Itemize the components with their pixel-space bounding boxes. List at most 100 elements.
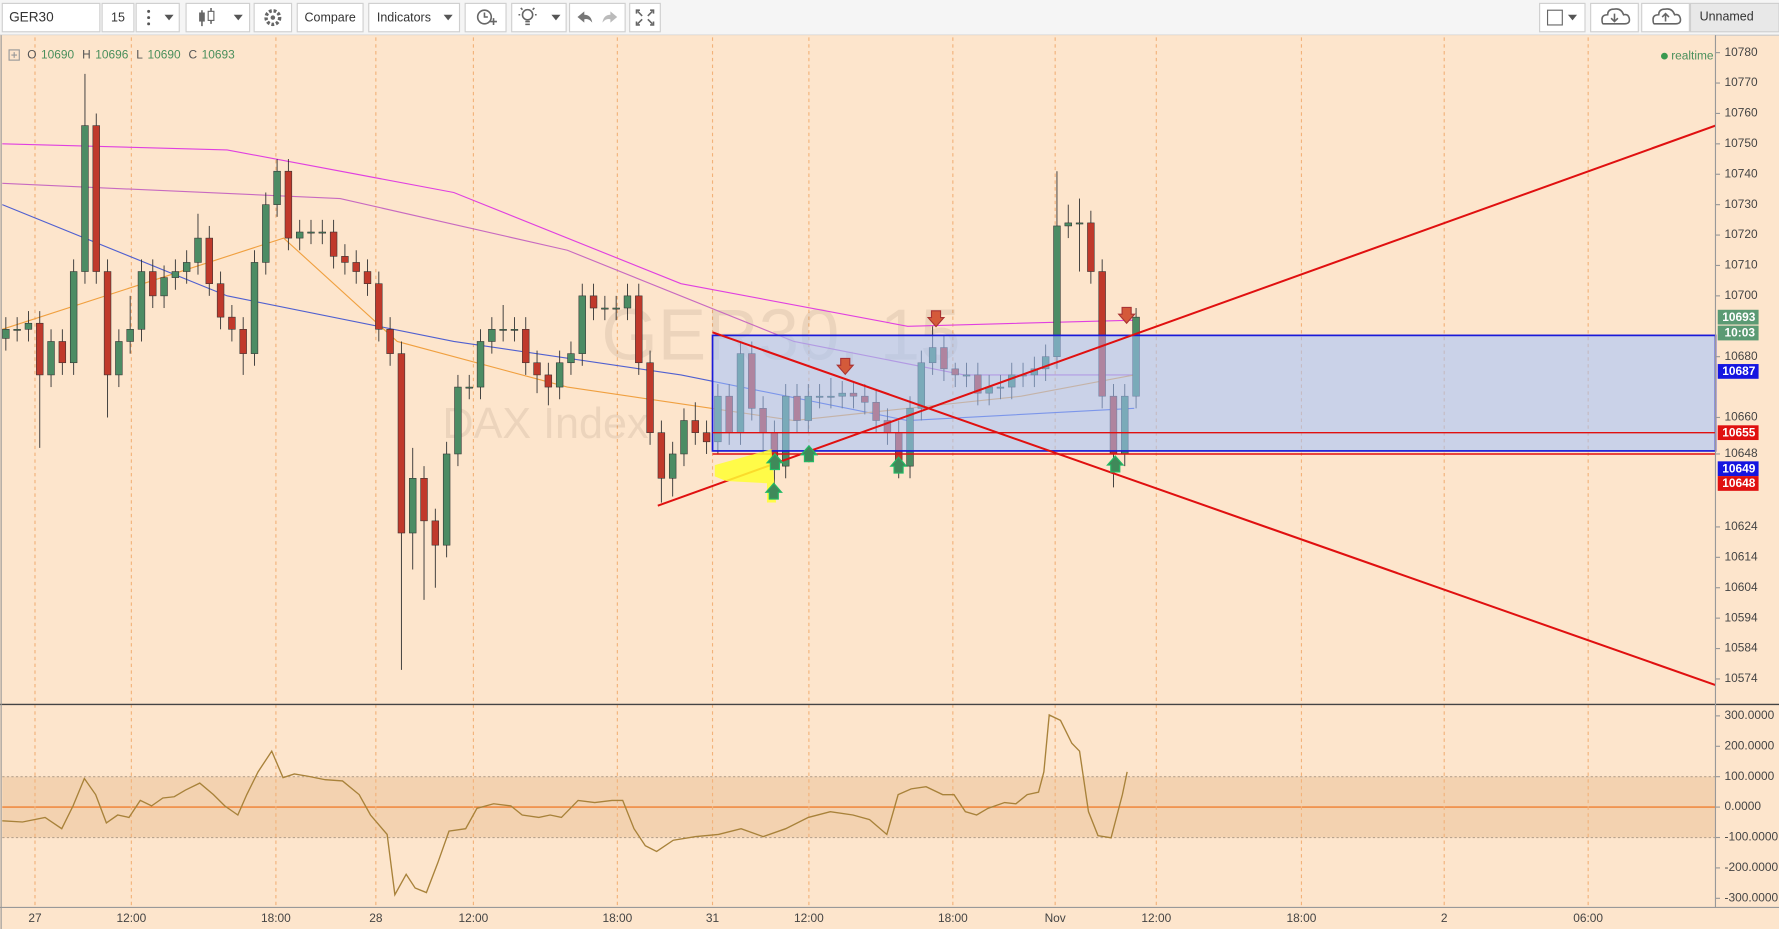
- time-label: 18:00: [1287, 911, 1317, 925]
- candle-body: [273, 170, 281, 205]
- candle-body: [465, 386, 473, 389]
- interval-menu[interactable]: [135, 2, 180, 33]
- y-tick-label: 10730: [1725, 197, 1758, 211]
- undo-redo[interactable]: [568, 2, 626, 33]
- candle-body: [47, 341, 55, 376]
- candle-body: [307, 231, 315, 234]
- time-label: 12:00: [458, 911, 488, 925]
- candle-body: [262, 204, 270, 263]
- y-tick-label: 10604: [1725, 580, 1758, 594]
- toolbar: GER30 15 Compare Indicators: [0, 0, 1779, 36]
- candle-body: [205, 237, 213, 284]
- fullscreen-icon: [635, 9, 655, 26]
- candle-body: [442, 453, 451, 546]
- y-tick-label: 10780: [1725, 45, 1758, 59]
- compare-button[interactable]: [296, 2, 364, 33]
- collapse-icon: [8, 49, 20, 61]
- time-label: 12:00: [116, 911, 146, 925]
- ohlc-value: 10690: [41, 48, 74, 62]
- candle-icon: [207, 10, 215, 21]
- y-tick-label: 10720: [1725, 227, 1758, 241]
- candle-body: [250, 262, 259, 354]
- candle-body: [160, 277, 168, 297]
- layout-name-button[interactable]: [1689, 2, 1779, 33]
- plot-area: GER30, 15DAX Index: [0, 35, 1717, 908]
- indicators-button[interactable]: [368, 2, 461, 33]
- candle-body: [115, 341, 123, 376]
- y-tick-label: 10584: [1725, 641, 1758, 655]
- hline-label: 10648: [1722, 476, 1755, 490]
- buy-arrow: [889, 456, 908, 474]
- fullscreen-button[interactable]: [629, 2, 661, 33]
- candle-body: [182, 262, 191, 272]
- interval: 15: [111, 10, 125, 24]
- sell-arrow: [1117, 306, 1136, 325]
- candle-body: [239, 329, 247, 354]
- collapse-icon: [11, 52, 18, 58]
- countdown: 10:03: [1725, 326, 1756, 340]
- dot: [147, 9, 151, 13]
- symbol-input[interactable]: [1, 2, 101, 33]
- trend-line: [657, 124, 1716, 507]
- cloud-up-icon: [1652, 8, 1682, 25]
- layout-name: Unnamed: [1700, 9, 1754, 23]
- candle-body: [1075, 222, 1084, 225]
- candle-body: [680, 420, 688, 455]
- cci-tick-label: 300.0000: [1725, 708, 1775, 722]
- time-label: 18:00: [602, 911, 632, 925]
- dropdown-arrow: [443, 14, 453, 21]
- candle-icon: [199, 12, 205, 22]
- y-tick-label: 10710: [1725, 258, 1758, 272]
- sell-arrow: [836, 357, 855, 376]
- time-label: 2: [1441, 911, 1448, 925]
- ohlc-value: 10696: [95, 48, 128, 62]
- candle-body: [363, 271, 372, 284]
- candle-body: [431, 520, 440, 546]
- y-tick-label: 10750: [1725, 136, 1758, 150]
- candle-body: [81, 125, 89, 272]
- candle-body: [567, 353, 575, 364]
- candle-body: [510, 329, 519, 331]
- candle-body: [612, 307, 620, 310]
- symbol: GER30: [9, 10, 54, 25]
- alert-icon: [476, 9, 493, 25]
- indicators-label: Indicators: [377, 10, 431, 24]
- hline-label: 10655: [1722, 425, 1755, 439]
- sell-arrow: [926, 310, 946, 328]
- candle-body: [499, 329, 507, 331]
- countdown-box: [1717, 325, 1759, 341]
- redo-icon: [602, 11, 618, 23]
- time-label: 28: [369, 911, 383, 925]
- candle-body: [58, 341, 67, 364]
- watermark: DAX Index: [442, 400, 648, 448]
- candle-body: [318, 231, 326, 234]
- cci-tick-label: -100.0000: [1725, 830, 1779, 844]
- candle-body: [635, 295, 643, 364]
- candle-body: [103, 271, 112, 376]
- status: realtime: [1671, 48, 1714, 62]
- candle-body: [691, 420, 699, 433]
- bulb-icon: [521, 8, 534, 21]
- dropdown-arrow: [164, 14, 174, 21]
- candle-body: [69, 271, 78, 364]
- candle-body: [2, 329, 10, 339]
- candle-body: [329, 231, 338, 257]
- y-tick-label: 10740: [1725, 166, 1758, 180]
- candle-body: [1087, 222, 1095, 272]
- y-tick-label: 10574: [1725, 671, 1758, 685]
- cci-tick-label: 100.0000: [1725, 769, 1775, 783]
- status-dot: [1661, 52, 1668, 60]
- time-label: 06:00: [1573, 911, 1603, 925]
- candle-body: [194, 237, 202, 263]
- candle-body: [555, 362, 564, 388]
- candle-body: [386, 329, 394, 354]
- gear-icon: [264, 9, 282, 27]
- ohlc-key: H: [82, 48, 91, 62]
- range-rectangle: [711, 334, 1717, 452]
- cci-tick-label: 0.0000: [1725, 799, 1762, 813]
- time-label: 18:00: [938, 911, 968, 925]
- candle-body: [126, 329, 134, 342]
- y-tick-label: 10614: [1725, 549, 1758, 563]
- interval-button[interactable]: [101, 2, 135, 33]
- dot: [147, 16, 151, 20]
